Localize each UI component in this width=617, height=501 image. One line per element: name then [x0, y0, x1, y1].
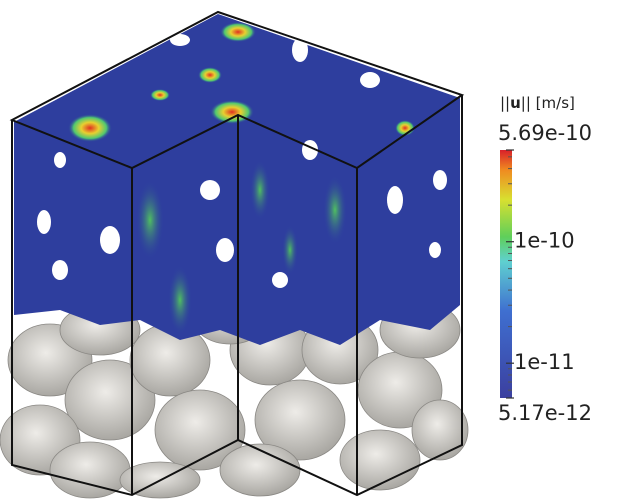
colorbar: 5.69e-10 1e-10 1e-11 5.17e-12	[498, 121, 592, 425]
tick-label: 1e-10	[514, 229, 575, 253]
title-part: u	[510, 94, 521, 112]
colorbar-title: ||u|| [m/s]	[500, 94, 575, 112]
title-part: ||	[500, 94, 510, 112]
tick-label: 5.17e-12	[498, 401, 592, 425]
tick-label: 5.69e-10	[498, 121, 592, 145]
page: ||u|| [m/s] 5.69e-101e-101e-115.17e-12 (…	[0, 0, 617, 501]
colorbar-gradient	[500, 150, 512, 398]
title-part: || [m/s]	[521, 94, 575, 112]
render: ||u|| [m/s] 5.69e-10 1e-10 1e-11 5.17e-12	[0, 0, 617, 501]
scene	[0, 12, 468, 498]
tick-label: 1e-11	[514, 350, 575, 374]
